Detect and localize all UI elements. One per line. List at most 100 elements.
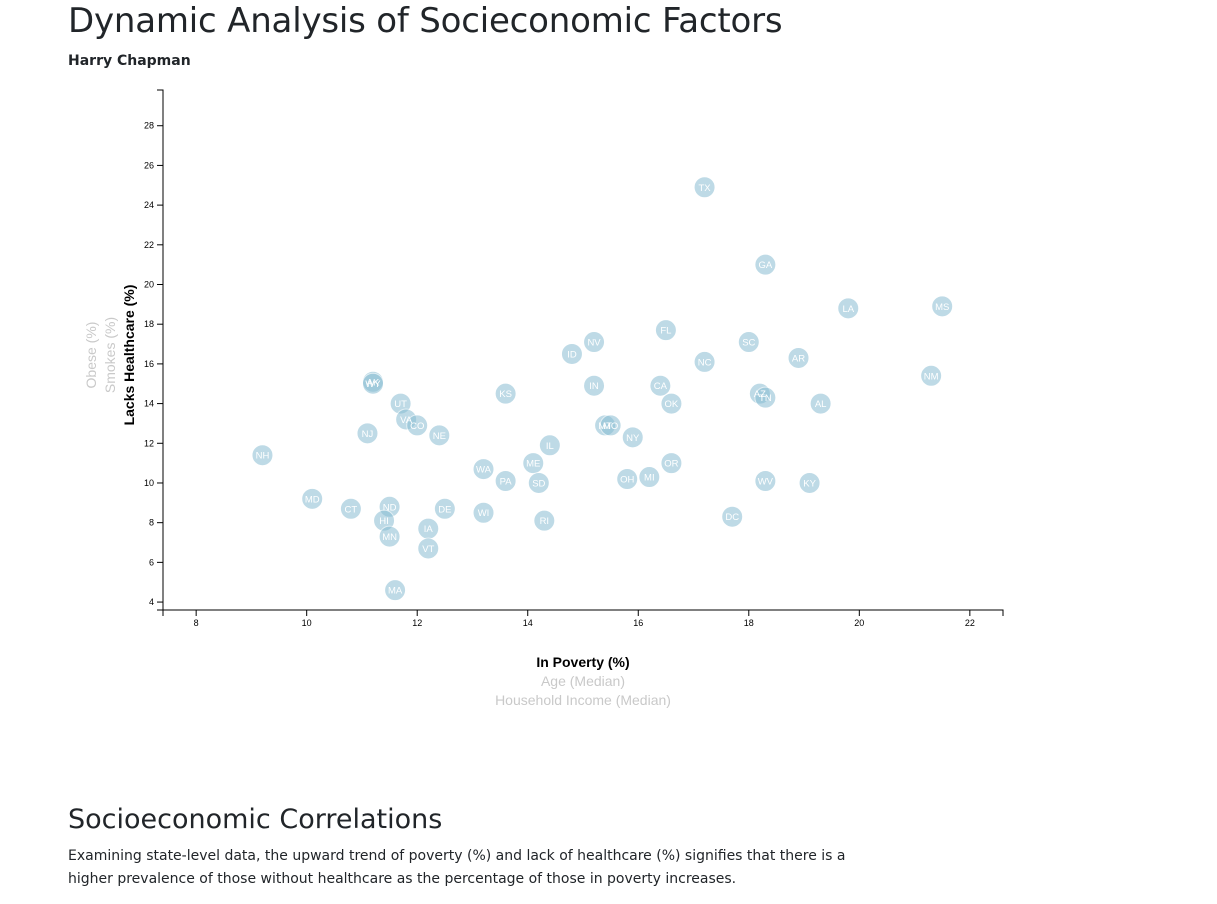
state-label: WI [478,508,490,519]
state-point-la[interactable] [837,297,860,320]
state-point-ky[interactable] [798,471,821,494]
state-point-ms[interactable] [931,295,954,318]
state-point-dc[interactable] [721,505,744,528]
x-axis-option-0[interactable]: In Poverty (%) [536,654,629,670]
state-point-nc[interactable] [693,350,716,373]
state-point-wy[interactable] [362,372,384,395]
state-point-ri[interactable] [533,509,556,532]
y-tick-label: 8 [149,518,154,528]
y-tick-label: 16 [144,359,154,369]
state-label: WA [476,465,492,476]
state-point-tx[interactable] [693,176,716,199]
state-point-oh[interactable] [616,468,639,491]
y-tick: 12 [144,438,163,448]
state-label: RI [540,516,550,527]
author-name: Harry Chapman [68,53,191,69]
state-point-id[interactable] [560,342,583,365]
state-point-nj[interactable] [356,422,379,445]
state-point-ga[interactable] [754,253,777,276]
y-tick: 8 [149,518,163,528]
state-point-ca[interactable] [649,374,672,397]
state-label: KY [803,478,816,489]
y-tick-label: 28 [144,121,154,131]
state-point-mo[interactable] [599,414,622,437]
x-axis-option-1[interactable]: Age (Median) [541,673,625,689]
state-label: SD [532,478,545,489]
state-point-ct[interactable] [339,497,362,520]
state-point-al[interactable] [809,392,832,415]
state-point-or[interactable] [660,452,683,475]
y-tick: 10 [144,478,163,488]
state-point-nv[interactable] [583,331,606,354]
y-tick-label: 4 [149,597,154,607]
state-label: PA [500,476,513,487]
state-point-ne[interactable] [428,424,451,447]
x-tick-label: 8 [194,618,199,628]
state-label: AK [367,377,380,388]
state-label: AZ [754,389,766,400]
state-label: MN [382,532,397,543]
state-point-ma[interactable] [384,579,407,602]
state-point-vt[interactable] [417,537,440,560]
y-tick-label: 18 [144,319,154,329]
y-tick-label: 6 [149,557,154,567]
x-tick-label: 14 [523,618,533,628]
y-tick-label: 24 [144,200,154,210]
y-tick-label: 22 [144,240,154,250]
y-axis-option-1[interactable]: Smokes (%) [102,317,118,393]
state-point-nm[interactable] [920,364,943,387]
state-label: NH [256,451,270,462]
y-axis-option-0[interactable]: Lacks Healthcare (%) [121,285,137,426]
state-point-in[interactable] [583,374,606,397]
x-tick-label: 16 [633,618,643,628]
state-point-ny[interactable] [621,426,644,449]
y-tick: 24 [144,200,163,210]
y-tick-label: 26 [144,160,154,170]
state-point-mi[interactable] [638,466,661,489]
x-tick: 10 [302,610,312,628]
y-tick-label: 20 [144,280,154,290]
x-tick: 16 [633,610,643,628]
state-point-wv[interactable] [754,469,777,492]
state-label: CA [654,381,668,392]
state-label: NE [433,431,446,442]
state-point-ok[interactable] [660,392,683,415]
state-label: OR [664,459,678,470]
state-point-sd[interactable] [527,471,550,494]
state-point-sc[interactable] [737,331,760,354]
y-tick: 14 [144,399,163,409]
state-label: MI [644,473,655,484]
state-point-wa[interactable] [472,458,495,481]
state-point-mn[interactable] [378,525,401,548]
y-tick: 18 [144,319,163,329]
state-point-pa[interactable] [494,469,517,492]
state-point-nh[interactable] [251,444,274,467]
state-point-co[interactable] [406,414,429,437]
y-tick: 28 [144,121,163,131]
x-tick-label: 20 [854,618,864,628]
state-point-de[interactable] [433,497,456,520]
state-label: ND [383,502,397,513]
state-point-md[interactable] [301,487,324,510]
state-point-il[interactable] [538,434,561,457]
y-axis-option-2[interactable]: Obese (%) [83,322,99,389]
y-tick: 16 [144,359,163,369]
state-point-tn[interactable] [754,386,777,409]
state-point-wi[interactable] [472,501,495,524]
state-label: CO [410,421,424,432]
x-axis-option-2[interactable]: Household Income (Median) [495,692,671,708]
state-label: NV [587,338,601,349]
y-tick: 20 [144,280,163,290]
state-label: IA [424,524,434,535]
state-point-ks[interactable] [494,382,517,405]
x-tick-label: 22 [965,618,975,628]
state-label: KS [499,389,512,400]
analysis-text: Examining state-level data, the upward t… [68,848,846,887]
state-label: MS [935,302,949,313]
analysis-heading: Socioeconomic Correlations [68,804,443,835]
y-axis-titles: Lacks Healthcare (%)Smokes (%)Obese (%) [83,285,137,426]
state-point-ar[interactable] [787,346,810,369]
data-points [251,176,954,602]
state-point-fl[interactable] [654,319,677,342]
